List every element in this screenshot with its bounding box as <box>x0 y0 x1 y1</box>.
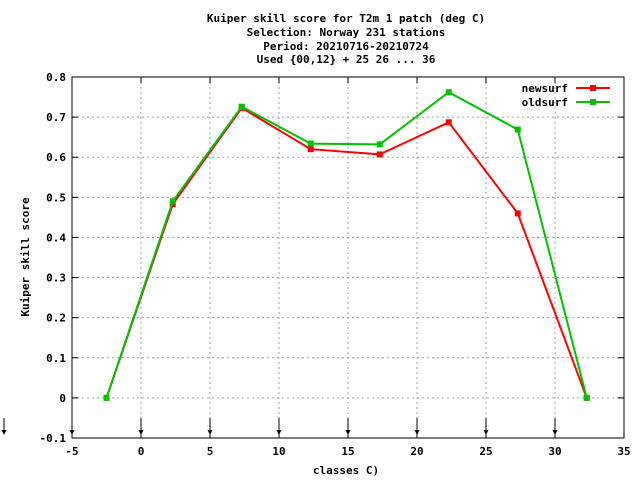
legend-label-oldsurf: oldsurf <box>522 96 568 109</box>
legend-marker-newsurf <box>590 85 596 91</box>
x-tick-label: 25 <box>479 445 492 458</box>
data-point-oldsurf <box>103 394 110 401</box>
class-marker-arrow <box>1 430 7 435</box>
chart-title: Kuiper skill score for T2m 1 patch (deg … <box>207 12 485 66</box>
y-axis-label: Kuiper skill score <box>19 197 32 317</box>
y-tick-label: 0.1 <box>46 352 66 365</box>
data-point-newsurf <box>376 151 383 158</box>
x-tick-label: 30 <box>548 445 561 458</box>
data-point-oldsurf <box>238 103 245 110</box>
data-point-oldsurf <box>583 394 590 401</box>
data-point-oldsurf <box>514 126 521 133</box>
class-marker-arrow <box>345 430 351 435</box>
class-marker-arrow <box>552 430 558 435</box>
y-tick-label: 0.3 <box>46 272 66 285</box>
y-tick-label: 0.7 <box>46 111 66 124</box>
x-tick-label: 10 <box>272 445 285 458</box>
x-axis-label: classes C) <box>313 464 379 477</box>
title-line-1: Kuiper skill score for T2m 1 patch (deg … <box>207 12 485 25</box>
data-point-oldsurf <box>376 141 383 148</box>
legend-marker-oldsurf <box>590 99 596 105</box>
y-tick-label: 0.4 <box>46 231 66 244</box>
x-tick-label: 15 <box>341 445 354 458</box>
x-tick-label: -5 <box>65 445 78 458</box>
plot-frame <box>71 76 625 439</box>
data-point-oldsurf <box>307 140 314 147</box>
y-tick-label: 0.8 <box>46 71 66 84</box>
title-line-4: Used {00,12} + 25 26 ... 36 <box>257 53 436 66</box>
series-line-newsurf <box>105 106 588 399</box>
y-tick-labels: -0.1 0 0.1 0.2 0.3 0.4 0.5 0.6 0.7 0.8 <box>40 71 67 445</box>
class-marker-arrow <box>483 430 489 435</box>
title-line-2: Selection: Norway 231 stations <box>247 26 446 39</box>
class-markers <box>1 418 558 435</box>
y-tick-label: 0.2 <box>46 312 66 325</box>
data-point-newsurf <box>445 119 452 126</box>
y-tick-label: 0.5 <box>46 191 66 204</box>
series-line-oldsurf <box>105 91 588 399</box>
title-line-3: Period: 20210716-20210724 <box>263 40 429 53</box>
x-tick-label: 20 <box>410 445 423 458</box>
x-tick-label: 35 <box>617 445 630 458</box>
class-marker-arrow <box>138 430 144 435</box>
x-tick-labels: -5 0 5 10 15 20 25 30 35 <box>65 445 630 458</box>
x-tick-label: 5 <box>207 445 214 458</box>
class-marker-arrow <box>276 430 282 435</box>
y-tick-label: 0.6 <box>46 151 66 164</box>
y-tick-label: 0 <box>59 392 66 405</box>
data-point-oldsurf <box>169 198 176 205</box>
grid <box>72 77 624 438</box>
series-lines <box>103 89 590 401</box>
x-tick-label: 0 <box>138 445 145 458</box>
y-tick-label: -0.1 <box>40 432 67 445</box>
class-marker-arrow <box>414 430 420 435</box>
data-point-newsurf <box>307 146 314 153</box>
data-point-oldsurf <box>445 89 452 96</box>
class-marker-arrow <box>207 430 213 435</box>
data-point-newsurf <box>514 210 521 217</box>
class-marker-arrow <box>69 430 75 435</box>
legend-label-newsurf: newsurf <box>522 82 568 95</box>
